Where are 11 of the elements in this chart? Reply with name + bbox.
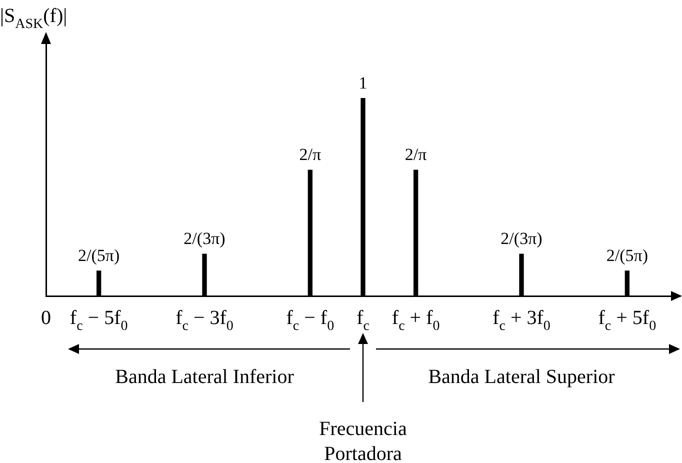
annotation: 2/(3π): [184, 229, 226, 248]
annotation: 2/(5π): [78, 246, 120, 265]
annotation: 2/(3π): [500, 229, 542, 248]
annotation: 1: [358, 73, 368, 92]
text: Banda Lateral Superior: [428, 366, 616, 388]
x-tick-label: 0: [41, 307, 51, 329]
text: Banda Lateral Inferior: [115, 366, 294, 388]
annotation: 2/π: [299, 145, 322, 164]
annotation: 2/π: [404, 145, 428, 164]
text: Frecuencia Portadora: [319, 418, 407, 463]
annotation: 2/(5π): [606, 246, 648, 265]
